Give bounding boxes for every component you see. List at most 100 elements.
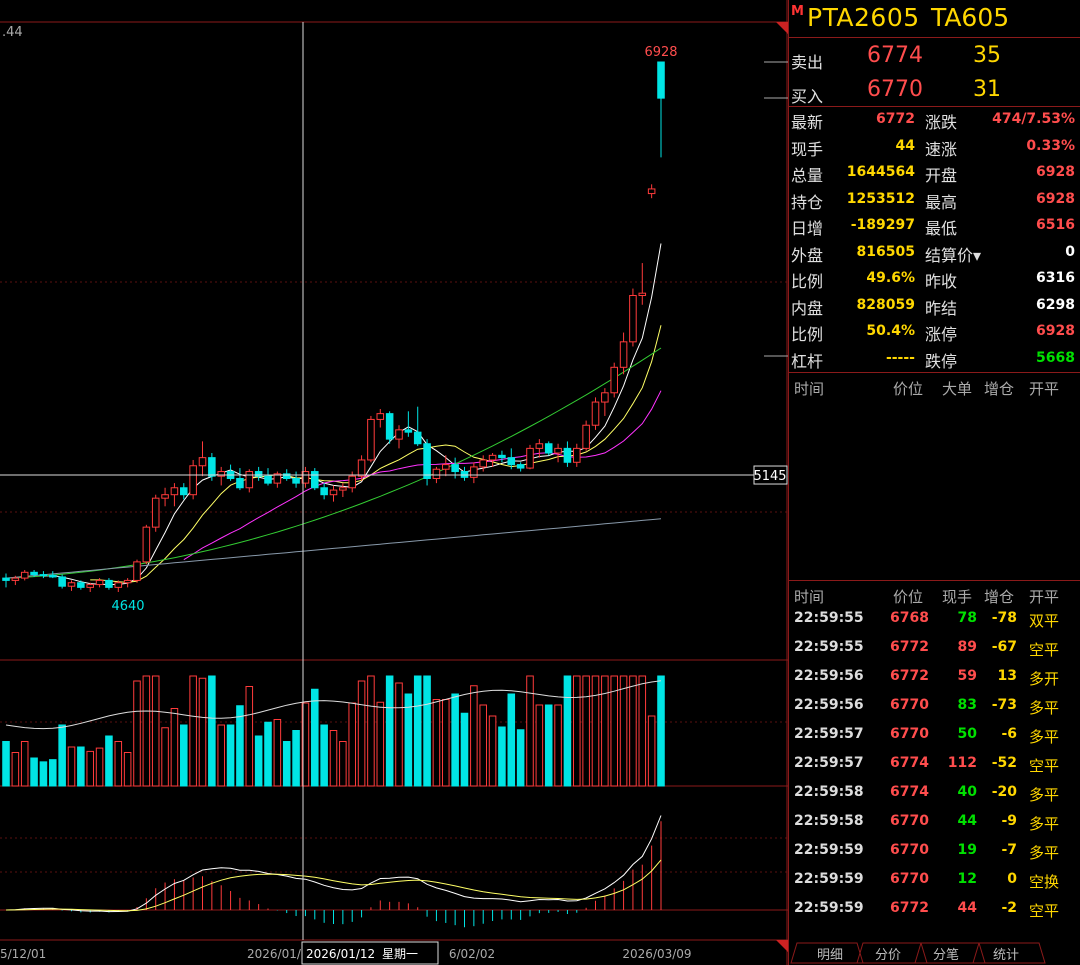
volume-bar — [273, 719, 282, 787]
tick-hand: 44 — [957, 900, 977, 916]
bid-price[interactable]: 6770 — [867, 77, 923, 102]
candle-body — [282, 473, 291, 479]
stat-row: 比例 50.4% 涨停 6928 — [789, 321, 1080, 347]
volume-bar — [320, 724, 328, 787]
candle-body — [629, 294, 637, 343]
tick-price: 6770 — [890, 842, 929, 858]
big-order-header-time: 时间 — [794, 380, 825, 398]
tick-hand: 50 — [957, 726, 977, 742]
candle-body — [451, 464, 459, 473]
candle-body — [647, 188, 656, 195]
stat-row: 持仓 1253512 最高 6928 — [789, 189, 1080, 215]
ask-price[interactable]: 6774 — [867, 43, 923, 68]
stat-label: 总量 — [791, 166, 824, 185]
tick-type: 多开 — [1029, 670, 1060, 688]
tick-row[interactable]: 22:59:58 6774 40 -20 多平 — [789, 780, 1080, 809]
candle-body — [544, 443, 553, 454]
candle-body — [189, 465, 197, 496]
candle-body — [198, 457, 207, 467]
tab-detail[interactable]: 明细 — [817, 948, 844, 963]
stat-label: 跌停 — [925, 351, 958, 371]
candle-body — [610, 366, 618, 394]
stat-label: 结算价▾ — [925, 245, 982, 265]
tick-header-type: 开平 — [1029, 588, 1060, 606]
volume-bar — [507, 693, 516, 787]
candle-body — [329, 489, 338, 496]
tick-row[interactable]: 22:59:55 6768 78 -78 双平 — [789, 606, 1080, 635]
candle-body — [638, 292, 647, 296]
candle-body — [563, 447, 572, 463]
stat-value: 1253512 — [846, 190, 915, 207]
stat-value: 44 — [895, 137, 915, 154]
stat-label: 涨停 — [925, 325, 958, 344]
stat-value: 6772 — [876, 111, 915, 127]
tab-price-split[interactable]: 分价 — [875, 948, 902, 963]
candle-body — [273, 473, 282, 484]
tick-price: 6770 — [890, 871, 929, 887]
tick-row[interactable]: 22:59:59 6770 19 -7 多平 — [789, 838, 1080, 867]
volume-bar — [582, 675, 590, 787]
volume-bar — [105, 735, 113, 787]
stat-row: 总量 1644564 开盘 6928 — [789, 162, 1080, 188]
candle-body — [601, 392, 609, 403]
volume-bar — [123, 752, 132, 787]
tick-row[interactable]: 22:59:59 6772 44 -2 空平 — [789, 896, 1080, 925]
tick-row[interactable]: 22:59:55 6772 89 -67 空平 — [789, 635, 1080, 664]
candle-body — [264, 475, 272, 484]
volume-bar — [339, 741, 347, 787]
tick-row[interactable]: 22:59:59 6770 12 0 空换 — [789, 867, 1080, 896]
volume-bar — [657, 675, 665, 787]
volume-bar — [58, 724, 66, 787]
candle-body — [357, 459, 366, 477]
stat-label: 现手 — [791, 139, 824, 159]
candle-body — [311, 471, 319, 489]
volume-bar — [432, 699, 441, 787]
date-label: 6/02/02 — [449, 947, 495, 961]
kline-chart-area[interactable]: .44 6928 4640 5145 5/12/01 2026/01/05 6/02/02 2… — [0, 0, 788, 965]
tick-row[interactable]: 22:59:56 6770 83 -73 多平 — [789, 693, 1080, 722]
tab-ticks[interactable]: 分笔 — [933, 948, 960, 963]
date-label: 2026/01/05 — [247, 947, 316, 961]
candle-body — [208, 457, 216, 477]
stat-value: 816505 — [856, 243, 915, 260]
volume-bar — [86, 750, 94, 787]
ma20-line — [183, 390, 662, 561]
candle-body — [385, 413, 394, 440]
crosshair-price-label: 5145 — [753, 469, 786, 484]
tick-row[interactable]: 22:59:56 6772 59 13 多开 — [789, 664, 1080, 693]
big-order-header-type: 开平 — [1029, 380, 1060, 398]
volume-bar — [142, 675, 151, 787]
volume-bar — [535, 704, 544, 787]
kline-chart[interactable]: .44 6928 4640 5145 5/12/01 2026/01/05 6/02/02 2… — [0, 0, 788, 965]
candle-body — [123, 579, 132, 584]
tick-row[interactable]: 22:59:57 6770 50 -6 多平 — [789, 722, 1080, 751]
tick-type: 空平 — [1029, 641, 1060, 659]
tick-row[interactable]: 22:59:58 6770 44 -9 多平 — [789, 809, 1080, 838]
tick-oi-change: -73 — [991, 697, 1017, 713]
candle-body — [236, 477, 244, 489]
volume-bar — [254, 735, 263, 787]
tick-header-oi: 增仓 — [984, 588, 1015, 606]
symbol-name[interactable]: PTA2605 — [807, 3, 920, 32]
tick-row[interactable]: 22:59:57 6774 112 -52 空平 — [789, 751, 1080, 780]
volume-bar — [544, 704, 553, 787]
tick-time: 22:59:59 — [794, 871, 864, 887]
stat-value: 6928 — [1036, 190, 1075, 207]
tick-hand: 19 — [957, 842, 977, 858]
stat-value: ----- — [885, 349, 915, 366]
candle-body — [442, 464, 450, 470]
stat-row: 杠杆 ----- 跌停 5668 — [789, 348, 1080, 374]
volume-bar — [591, 675, 600, 787]
volume-bar — [180, 724, 188, 787]
candle-body — [432, 468, 441, 479]
tick-oi-change: -6 — [1001, 726, 1017, 742]
tab-statistics[interactable]: 统计 — [993, 948, 1020, 963]
volume-bar — [395, 682, 403, 787]
tick-type: 多平 — [1029, 786, 1060, 804]
stat-value: 5668 — [1036, 349, 1075, 366]
ma120-line — [5, 518, 662, 579]
macd-dea-line — [5, 859, 662, 912]
candle-body — [67, 582, 76, 587]
volume-bar — [170, 708, 179, 787]
stat-row: 现手 44 速涨 0.33% — [789, 136, 1080, 162]
